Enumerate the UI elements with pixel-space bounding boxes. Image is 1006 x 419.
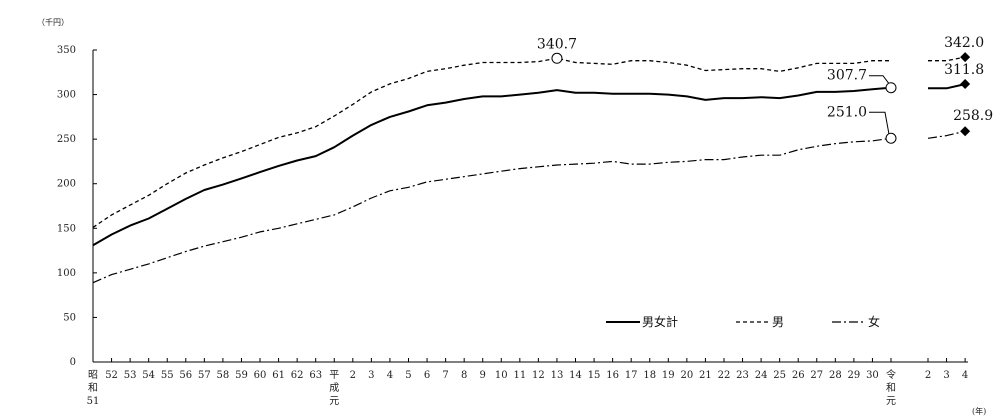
x-tick-label: 10 — [495, 370, 508, 381]
x-axis-unit: (年) — [972, 406, 986, 416]
series-line-1-segment-1 — [928, 56, 966, 62]
x-tick-label: 7 — [442, 370, 448, 381]
x-tick-label: 15 — [588, 370, 601, 381]
data-point-marker-circle — [885, 82, 897, 94]
x-tick-label: 8 — [461, 370, 467, 381]
series-line-0-segment-1 — [928, 83, 966, 90]
annotation-leader — [869, 75, 890, 85]
data-point-marker-diamond — [960, 79, 971, 90]
x-tick-label: 5 — [405, 370, 411, 381]
x-tick-label: 51 — [87, 396, 100, 407]
y-tick-label: 300 — [57, 90, 76, 101]
x-tick-label: 14 — [569, 370, 582, 381]
x-tick-label: 19 — [662, 370, 675, 381]
x-tick-label: 成 — [329, 382, 339, 394]
x-tick-label: 4 — [962, 370, 968, 381]
x-tick-label: 平 — [329, 370, 339, 381]
y-tick-label: 50 — [63, 312, 76, 323]
x-tick-label: 63 — [309, 370, 322, 381]
x-tick-label: 13 — [551, 370, 564, 381]
legend-label-0: 男女計 — [642, 314, 678, 329]
y-tick-label: 200 — [57, 179, 76, 190]
x-tick-label: 3 — [368, 370, 374, 381]
x-tick-label: 57 — [198, 370, 211, 381]
y-tick-label: 150 — [57, 223, 76, 234]
x-tick-label: 25 — [773, 370, 786, 381]
x-tick-label: 62 — [291, 370, 304, 381]
x-tick-label: 52 — [105, 370, 118, 381]
series-line-2-segment-1 — [927, 130, 966, 139]
x-tick-label: 2 — [350, 370, 356, 381]
x-tick-label: 27 — [810, 370, 823, 381]
x-tick-label: 和 — [886, 382, 896, 394]
y-tick-label: 0 — [70, 357, 76, 368]
x-tick-label: 23 — [736, 370, 749, 381]
legend: 男女計 男 女 — [606, 314, 880, 329]
series-line-0-segment-0 — [92, 86, 892, 247]
x-tick-label: 和 — [88, 382, 98, 394]
x-tick-label: 30 — [866, 370, 879, 381]
annotation-layer: 340.7 307.7 251.0 342.0 311.8 258.9 — [537, 35, 993, 144]
data-label: 342.0 — [944, 35, 984, 51]
x-tick-label: 58 — [217, 370, 230, 381]
legend-label-2: 女 — [868, 314, 880, 329]
data-label: 340.7 — [537, 36, 577, 52]
x-tick-label: 28 — [829, 370, 842, 381]
data-label: 251.0 — [827, 104, 867, 120]
y-tick-label: 100 — [57, 268, 76, 279]
x-tick-label: 16 — [606, 370, 619, 381]
x-tick-label: 24 — [755, 370, 768, 381]
series-layer — [92, 56, 966, 284]
x-tick-label: 56 — [179, 370, 192, 381]
x-tick-label: 53 — [124, 370, 137, 381]
x-tick-label: 59 — [235, 370, 248, 381]
x-tick-label: 22 — [718, 370, 731, 381]
x-tick-label: 元 — [886, 396, 896, 407]
x-tick-label: 昭 — [88, 369, 98, 381]
x-tick-label: 元 — [329, 396, 339, 407]
x-tick-label: 26 — [792, 370, 805, 381]
y-tick-label: 250 — [57, 134, 76, 145]
legend-label-1: 男 — [772, 315, 784, 329]
annotation-leader — [869, 111, 890, 135]
x-tick-label: 2 — [925, 370, 931, 381]
x-tick-label: 17 — [625, 370, 638, 381]
x-tick-label: 60 — [254, 370, 267, 381]
series-line-2-segment-0 — [92, 137, 892, 284]
data-label: 307.7 — [827, 68, 867, 84]
x-tick-label: 29 — [848, 370, 861, 381]
x-tick-label: 20 — [680, 370, 693, 381]
x-tick-label: 4 — [387, 370, 393, 381]
data-label: 258.9 — [953, 108, 993, 124]
x-tick-label: 61 — [272, 370, 285, 381]
data-point-marker-diamond — [960, 52, 971, 63]
data-point-marker-diamond — [960, 126, 971, 137]
x-tick-label: 6 — [424, 370, 430, 381]
x-tick-label: 55 — [161, 370, 174, 381]
y-tick-label: 350 — [57, 45, 76, 56]
x-tick-label: 令 — [886, 368, 896, 381]
data-point-marker-circle — [551, 52, 563, 64]
x-tick-label: 3 — [943, 370, 949, 381]
data-point-marker-circle — [885, 132, 897, 144]
y-axis-unit: （千円） — [37, 17, 69, 27]
x-tick-label: 9 — [480, 370, 486, 381]
x-tick-label: 11 — [513, 370, 526, 381]
series-line-1-segment-0 — [92, 57, 891, 228]
x-tick-label: 18 — [643, 370, 656, 381]
data-label: 311.8 — [944, 62, 984, 78]
x-tick-label: 21 — [699, 370, 712, 381]
x-tick-label: 54 — [142, 370, 155, 381]
x-tick-label: 12 — [532, 370, 545, 381]
